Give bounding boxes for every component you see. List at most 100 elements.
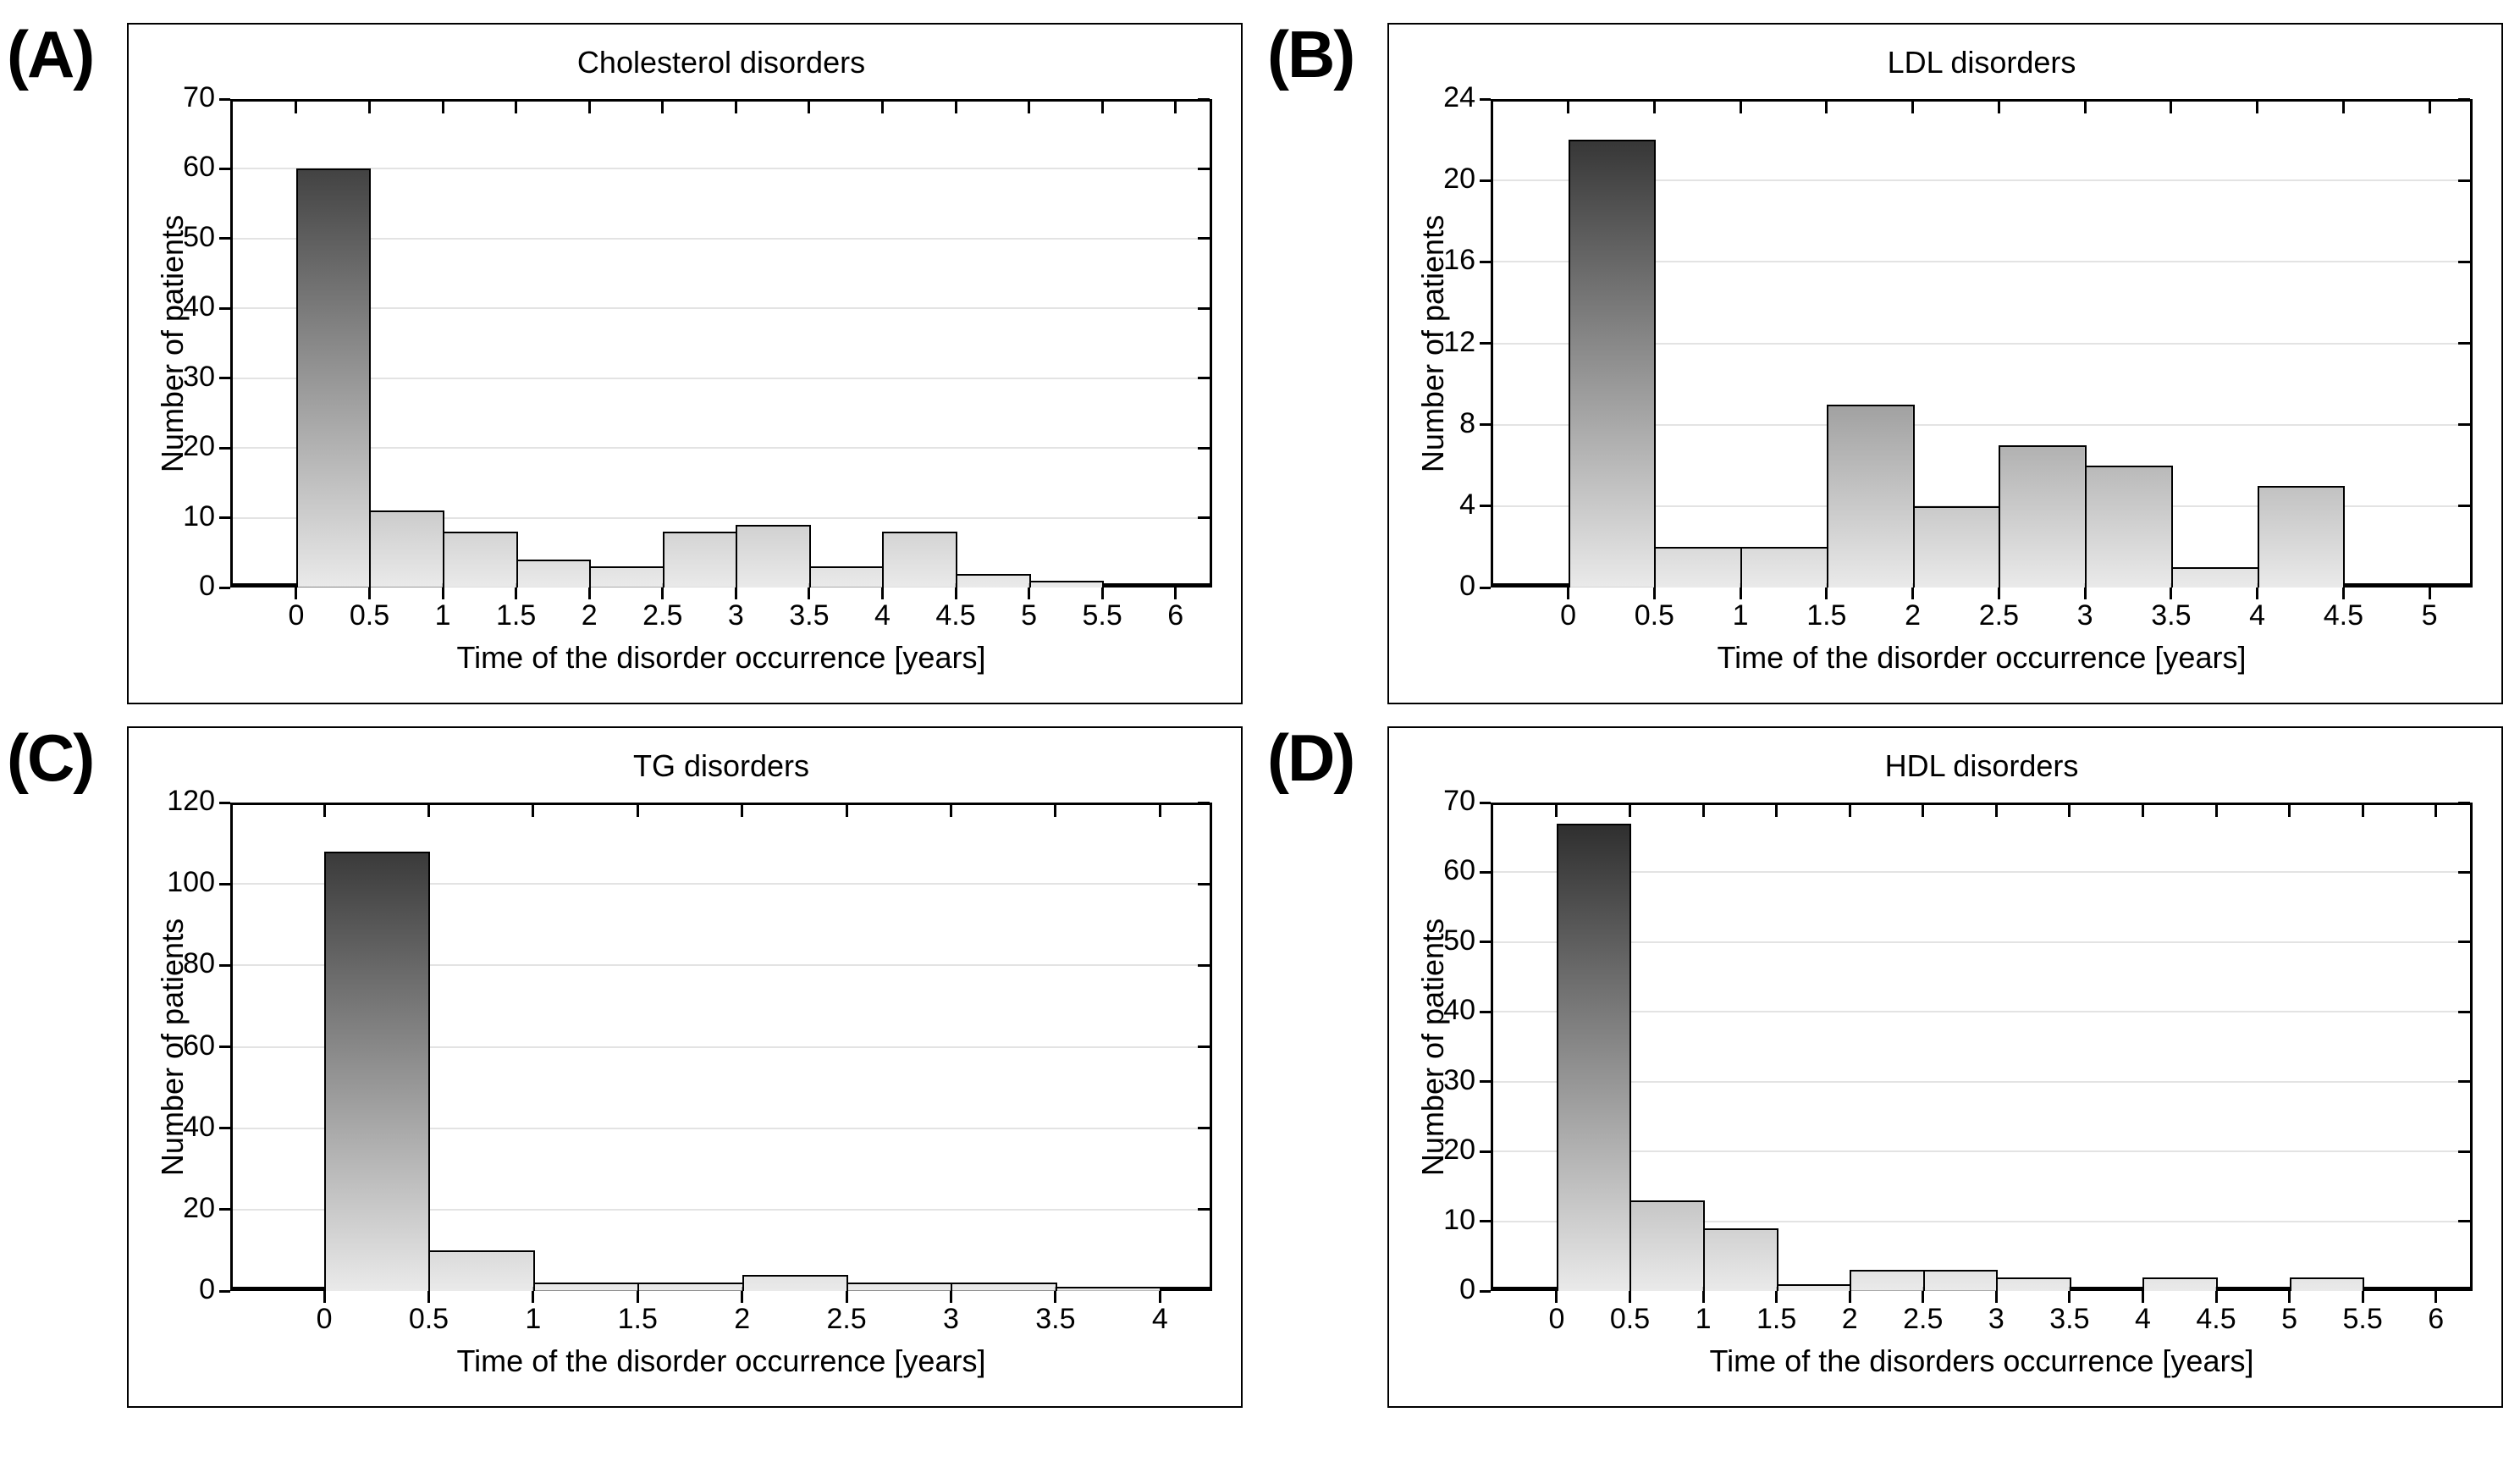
x-tick-label: 3 <box>2076 599 2093 632</box>
y-tick-mark <box>1480 179 1491 182</box>
histogram-bar <box>1776 1283 1852 1291</box>
x-tick-label: 4 <box>874 599 891 632</box>
y-tick-mark <box>219 1127 230 1130</box>
x-axis-label: Time of the disorder occurrence [years] <box>456 1343 986 1378</box>
x-tick-label: 0 <box>1560 599 1577 632</box>
y-tick-label: 0 <box>1459 1272 1475 1305</box>
x-tick-label: 6 <box>2428 1303 2445 1335</box>
y-tick-mark-right <box>1198 446 1210 450</box>
y-tick-mark <box>219 963 230 967</box>
y-tick-mark-right <box>1198 306 1210 310</box>
x-tick-mark-top <box>1994 805 1998 817</box>
x-tick-label: 2.5 <box>1978 599 2019 632</box>
x-tick-mark <box>2435 1291 2438 1303</box>
x-tick-label: 3 <box>1988 1303 2004 1335</box>
x-tick-mark <box>845 1291 848 1303</box>
gridline <box>1493 423 2470 426</box>
y-tick-mark-right <box>1198 377 1210 380</box>
y-tick-label: 16 <box>1443 244 1475 277</box>
y-tick-label: 0 <box>1459 569 1475 602</box>
x-tick-mark <box>367 588 371 599</box>
x-tick-mark-top <box>1174 102 1177 113</box>
x-tick-label: 2.5 <box>642 599 683 632</box>
x-tick-mark-top <box>323 805 326 817</box>
figure-panel-d: (D) HDL disorders Time of the disorders … <box>1260 720 2520 1408</box>
y-tick-mark <box>1480 1010 1491 1013</box>
y-tick-mark-right <box>2458 801 2470 804</box>
gridline <box>233 1127 1210 1129</box>
x-tick-mark-top <box>427 805 430 817</box>
y-tick-label: 60 <box>1443 854 1475 887</box>
y-tick-mark <box>1480 941 1491 944</box>
gridline <box>233 237 1210 240</box>
x-tick-mark <box>734 588 737 599</box>
y-tick-label: 12 <box>1443 325 1475 358</box>
x-tick-mark-top <box>2214 805 2218 817</box>
gridline <box>1493 1150 2470 1153</box>
chart-frame: LDL disorders Time of the disorder occur… <box>1387 23 2503 704</box>
y-tick-label: 40 <box>183 1110 215 1143</box>
x-tick-mark <box>1158 1291 1161 1303</box>
x-tick-mark <box>515 588 518 599</box>
chart-title: Cholesterol disorders <box>576 45 866 80</box>
x-tick-mark-top <box>880 102 884 113</box>
y-tick-label: 20 <box>1443 163 1475 196</box>
x-tick-mark-top <box>661 102 664 113</box>
y-tick-label: 20 <box>183 1191 215 1224</box>
y-tick-mark-right <box>2458 941 2470 944</box>
x-tick-mark <box>1028 588 1031 599</box>
x-tick-mark <box>661 588 664 599</box>
histogram-bar <box>882 532 957 588</box>
x-tick-mark <box>636 1291 639 1303</box>
histogram-bar <box>369 510 445 588</box>
histogram-bar <box>1568 140 1657 588</box>
x-tick-label: 0 <box>316 1303 333 1335</box>
x-tick-label: 4.5 <box>2196 1303 2236 1335</box>
y-tick-mark <box>1480 97 1491 101</box>
x-tick-label: 5 <box>1021 599 1038 632</box>
y-tick-mark <box>1480 1150 1491 1153</box>
y-tick-mark-right <box>2458 1010 2470 1013</box>
y-tick-mark-right <box>1198 963 1210 967</box>
y-tick-mark <box>219 1208 230 1211</box>
histogram-bar <box>1654 546 1743 588</box>
histogram-bar <box>589 566 664 588</box>
chart-frame: HDL disorders Time of the disorders occu… <box>1387 726 2503 1408</box>
chart-title: HDL disorders <box>1884 748 2079 783</box>
x-tick-mark <box>2068 1291 2071 1303</box>
histogram-bar <box>1055 1287 1162 1291</box>
x-tick-label: 0.5 <box>349 599 390 632</box>
x-tick-label: 1 <box>525 1303 542 1335</box>
panel-letter: (C) <box>7 720 95 795</box>
x-tick-mark-top <box>1567 102 1570 113</box>
x-tick-mark-top <box>2083 102 2087 113</box>
x-tick-mark <box>295 588 298 599</box>
gridline <box>1493 1220 2470 1222</box>
figure-panel-a: (A) Cholesterol disorders Time of the di… <box>0 17 1260 704</box>
histogram-bar <box>443 532 518 588</box>
x-tick-label: 4 <box>2134 1303 2151 1335</box>
gridline <box>233 1045 1210 1048</box>
x-tick-mark <box>2288 1291 2291 1303</box>
x-tick-mark-top <box>741 805 744 817</box>
x-axis-label: Time of the disorder occurrence [years] <box>456 640 986 675</box>
x-tick-label: 1.5 <box>1756 1303 1797 1335</box>
x-tick-mark <box>2141 1291 2144 1303</box>
y-tick-mark-right <box>1198 1045 1210 1048</box>
x-tick-mark-top <box>587 102 591 113</box>
histogram-bar <box>1629 1200 1706 1291</box>
histogram-bar <box>428 1250 535 1291</box>
x-tick-mark <box>1911 588 1915 599</box>
x-tick-mark-top <box>1158 805 1161 817</box>
y-tick-mark <box>219 377 230 380</box>
histogram-bar <box>1922 1270 1999 1291</box>
x-tick-mark <box>441 588 444 599</box>
x-tick-mark <box>1739 588 1742 599</box>
histogram-bar <box>2142 1277 2218 1291</box>
figure-panel-b: (B) LDL disorders Time of the disorder o… <box>1260 17 2520 704</box>
y-tick-mark <box>219 167 230 170</box>
histogram-bar <box>742 1274 849 1291</box>
gridline <box>1493 261 2470 263</box>
y-tick-label: 10 <box>183 499 215 532</box>
